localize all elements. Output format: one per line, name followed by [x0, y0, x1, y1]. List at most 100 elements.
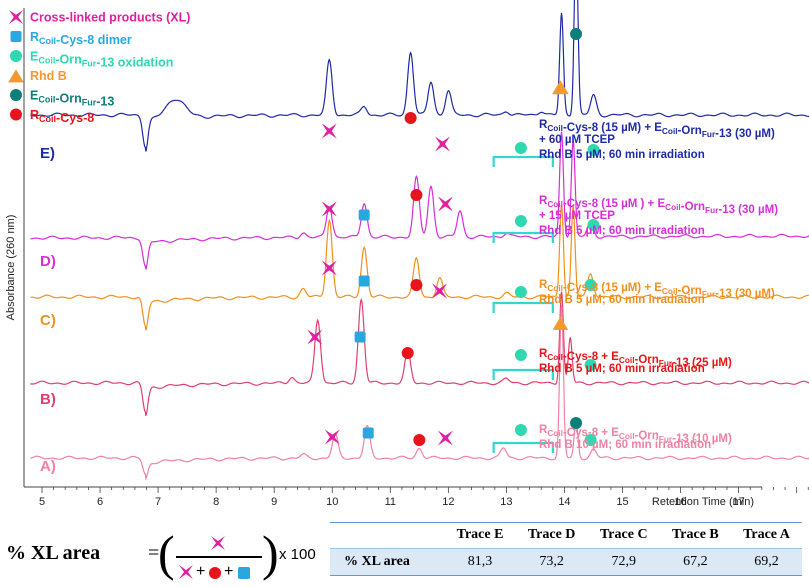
xl-marker — [432, 283, 448, 299]
formula-fraction-bar — [176, 556, 262, 558]
formula-right-paren: ) — [262, 525, 279, 581]
x-tick-label: 9 — [271, 496, 277, 508]
dimer-marker — [354, 331, 366, 343]
oxidation-marker — [584, 359, 597, 371]
formula-denominator-dimer-icon — [238, 567, 250, 579]
trace-line — [30, 131, 809, 270]
formula-label: % XL area — [6, 542, 101, 564]
legend-label: RCoil-Cys-8 dimer — [30, 30, 132, 47]
x-tick-label: 6 — [97, 496, 103, 508]
trace-label: B) — [40, 391, 56, 408]
legend-dimer-icon — [10, 31, 22, 42]
legend-rcoil-icon — [10, 108, 22, 121]
formula-left-paren: ( — [158, 525, 175, 581]
condition-text: RCoil-Cys-8 (15 µM) + ECoil-OrnFur-13 (3… — [539, 119, 775, 140]
oxidation-marker — [514, 424, 527, 436]
legend-label: RCoil-Cys-8 — [30, 108, 94, 125]
dimer-marker — [362, 427, 374, 439]
table-header-cell: Trace A — [730, 522, 802, 549]
legend-oxidation-icon — [10, 50, 22, 62]
table-header-row: Trace E Trace D Trace C Trace B Trace A — [330, 522, 802, 549]
x-tick-label: 10 — [326, 496, 338, 508]
trace-label: A) — [40, 458, 56, 475]
xl-marker — [437, 430, 453, 446]
oxidation-marker — [587, 219, 600, 231]
xl-marker — [321, 123, 337, 139]
table-cell: 69,2 — [730, 548, 802, 576]
table-cell: 67,2 — [659, 548, 731, 576]
condition-text: Rhd B 10 µM; 60 min irradiation — [539, 439, 711, 451]
xl-area-formula: % XL area = ( ) + + x 100 — [0, 524, 330, 587]
formula-plus-2: + — [224, 563, 234, 580]
x-tick-label: 16 — [674, 496, 686, 508]
formula-denominator-xl-icon — [179, 565, 193, 579]
trace-line — [30, 305, 809, 481]
formula-equals: = — [148, 542, 160, 564]
trace-line — [30, 0, 809, 152]
xl-marker — [435, 136, 450, 152]
x-tick-label: 5 — [39, 496, 45, 508]
oxidation-bracket — [492, 301, 554, 313]
oxidation-marker — [584, 279, 597, 291]
table-header-cell: Trace E — [444, 522, 516, 549]
table-cell: 72,9 — [587, 548, 660, 576]
rcoil-marker — [410, 279, 423, 291]
xl-marker — [437, 196, 453, 212]
condition-text: RCoil-Cys-8 + ECoil-OrnFur-13 (10 µM) — [539, 424, 732, 445]
oxidation-marker — [584, 434, 597, 446]
x-tick-label: 17 — [732, 496, 744, 508]
table-header-cell: Trace C — [587, 522, 660, 549]
xl-marker — [307, 329, 323, 345]
condition-text: Rhd B 5 µM; 60 min irradiation — [539, 363, 705, 375]
dimer-marker — [358, 209, 370, 221]
condition-text: Rhd B 5 µM; 60 min irradiation — [539, 149, 705, 161]
x-tick-label: 15 — [616, 496, 628, 508]
rcoil-marker — [413, 434, 426, 446]
y-axis-title: Absorbance (260 nm) — [5, 215, 17, 321]
formula-plus-1: + — [196, 563, 206, 580]
x-tick-label: 11 — [385, 496, 396, 508]
table-corner — [330, 522, 445, 549]
condition-text: RCoil-Cys-8 (15 µM ) + ECoil-OrnFur-13 (… — [539, 195, 778, 216]
oxidation-bracket — [492, 441, 554, 453]
oxidation-marker — [587, 144, 600, 156]
x-tick-label: 12 — [442, 496, 454, 508]
formula-denominator-monomer-icon — [209, 567, 221, 579]
oxidation-bracket — [492, 155, 554, 167]
rcoil-marker — [404, 112, 417, 124]
x-tick-label: 7 — [155, 496, 161, 508]
rcoil-marker — [401, 347, 414, 359]
condition-text: + 60 µM TCEP — [539, 134, 615, 146]
xl-area-table: Trace E Trace D Trace C Trace B Trace A … — [330, 522, 802, 576]
legend-label: Rhd B — [30, 69, 67, 83]
rhdb-marker — [552, 316, 569, 330]
legend-xl-icon — [9, 10, 23, 24]
trace-line — [30, 291, 809, 416]
condition-text: Rhd B 5 µM; 60 min irradiation — [539, 294, 705, 306]
table-header-cell: Trace D — [515, 522, 588, 549]
condition-text: Rhd B 5 µM; 60 min irradiation — [539, 225, 705, 237]
legend-ecoil-icon — [10, 89, 22, 101]
trace-label: E) — [40, 145, 55, 162]
table-row: % XL area 81,3 73,2 72,9 67,2 69,2 — [330, 548, 802, 576]
legend-label: Cross-linked products (XL) — [30, 11, 190, 25]
x-tick-label: 13 — [500, 496, 512, 508]
ecoil-marker — [570, 417, 583, 429]
trace-line — [30, 204, 809, 331]
ecoil-marker — [570, 28, 583, 40]
x-tick-label: 8 — [213, 496, 219, 508]
xl-marker — [321, 201, 337, 217]
trace-label: C) — [40, 312, 56, 329]
legend-label: ECoil-OrnFur-13 oxidation — [30, 50, 173, 70]
table-row-label: % XL area — [330, 548, 445, 576]
legend-rhdb-icon — [8, 69, 24, 83]
condition-text: + 15 µM TCEP — [539, 210, 615, 222]
oxidation-marker — [514, 286, 527, 298]
oxidation-marker — [514, 142, 527, 154]
legend-label: ECoil-OrnFur-13 — [30, 89, 114, 109]
oxidation-bracket — [492, 231, 554, 243]
trace-label: D) — [40, 253, 56, 270]
oxidation-marker — [514, 349, 527, 361]
x-axis-title: Retention Time (min) — [652, 496, 754, 508]
